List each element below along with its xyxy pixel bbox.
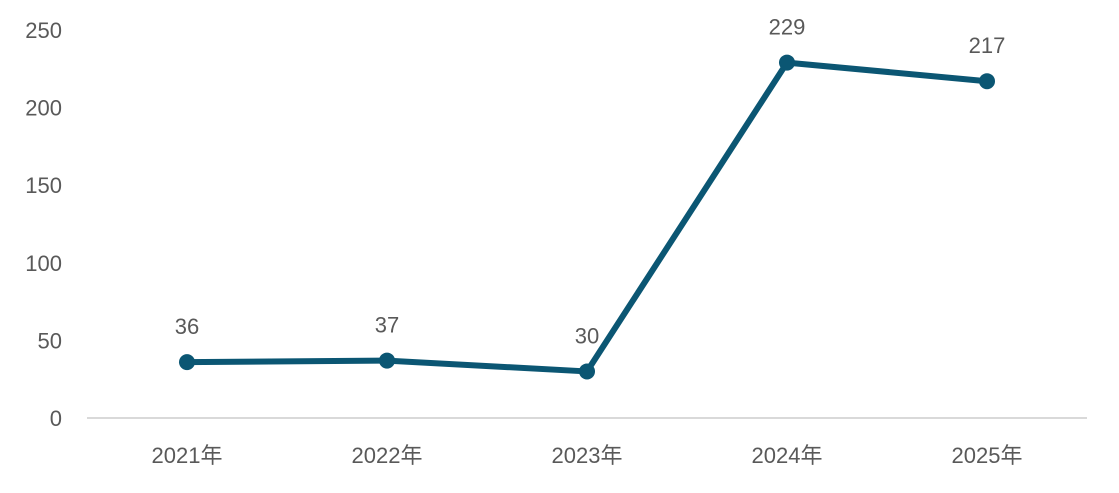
x-tick-label: 2021年: [152, 443, 223, 468]
y-tick-label: 150: [25, 173, 62, 198]
data-label: 36: [175, 314, 199, 339]
data-point: [579, 363, 595, 380]
data-label: 37: [375, 313, 399, 338]
y-tick-label: 250: [25, 18, 62, 43]
data-label: 217: [969, 33, 1006, 58]
y-tick-label: 200: [25, 96, 62, 121]
data-point: [779, 54, 795, 71]
data-label: 229: [769, 15, 806, 40]
data-point: [379, 352, 395, 369]
data-label: 30: [575, 323, 599, 348]
data-point: [979, 73, 995, 90]
x-tick-label: 2025年: [952, 443, 1023, 468]
data-point: [179, 354, 195, 371]
x-tick-label: 2023年: [552, 443, 623, 468]
y-tick-label: 50: [38, 328, 62, 353]
x-tick-label: 2022年: [352, 443, 423, 468]
y-tick-label: 0: [50, 406, 62, 431]
y-tick-label: 100: [25, 251, 62, 276]
x-tick-label: 2024年: [752, 443, 823, 468]
